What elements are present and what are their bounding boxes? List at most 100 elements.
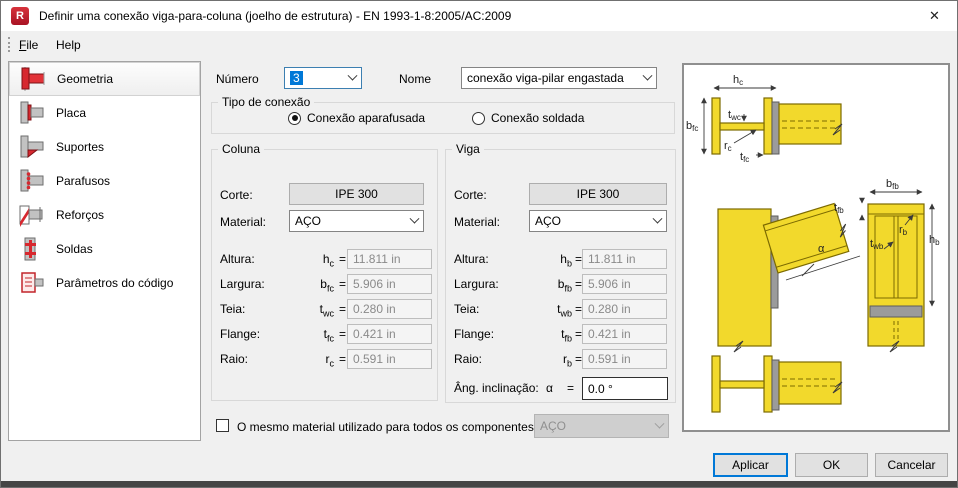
stiffeners-icon xyxy=(19,205,43,227)
radio-welded-label: Conexão soldada xyxy=(491,111,585,125)
row-label: Raio: xyxy=(454,352,483,366)
equals-sign: = xyxy=(575,277,583,291)
radio-icon xyxy=(288,111,301,125)
ok-button[interactable]: OK xyxy=(795,453,868,477)
column-section-bottom-drawing xyxy=(711,355,843,413)
column-material-combobox[interactable]: AÇO xyxy=(289,210,424,232)
rb-label: rb xyxy=(899,224,908,237)
equals-sign: = xyxy=(567,381,575,395)
sidebar-item-parafusos[interactable]: Parafusos xyxy=(9,164,200,198)
alpha-symbol: α xyxy=(546,381,553,395)
row-label: Teia: xyxy=(220,302,246,316)
sidebar-item-reforcos[interactable]: Reforços xyxy=(9,198,200,232)
column-height-field: 11.811 in xyxy=(347,249,432,269)
row-symbol: hc xyxy=(322,252,334,269)
sidebar-item-label: Geometria xyxy=(57,72,114,86)
column-legend: Coluna xyxy=(218,142,265,156)
beam-material-value: AÇO xyxy=(535,214,562,228)
connection-diagram: hc bfc twc rc tfc xyxy=(686,74,940,413)
twc-label: twc xyxy=(728,109,741,122)
bfb-label: bfb xyxy=(886,178,899,191)
equals-sign: = xyxy=(339,352,347,366)
sidebar-item-placa[interactable]: Placa xyxy=(9,96,200,130)
sidebar-item-label: Parâmetros do código xyxy=(56,276,174,290)
menu-help[interactable]: Help xyxy=(56,38,81,52)
radio-bolted-connection[interactable]: Conexão aparafusada xyxy=(288,111,425,125)
radio-icon xyxy=(472,111,485,125)
connection-preview-panel: hc bfc twc rc tfc xyxy=(682,63,950,432)
knee-elevation-drawing: α xyxy=(717,202,861,353)
beam-width-field: 5.906 in xyxy=(582,274,667,294)
same-material-combobox: AÇO xyxy=(534,414,669,438)
chevron-down-icon xyxy=(347,70,358,81)
sidebar-item-geometria[interactable]: Geometria xyxy=(9,62,200,96)
column-material-label: Material: xyxy=(220,215,267,229)
row-label: Flange: xyxy=(454,327,495,341)
chevron-down-icon xyxy=(654,418,665,429)
inclination-angle-input[interactable]: 0.0 ° xyxy=(582,377,668,400)
column-section-top-drawing: hc bfc twc rc tfc xyxy=(686,74,843,164)
column-section-label: Corte: xyxy=(220,188,253,202)
equals-sign: = xyxy=(339,252,347,266)
row-label: Teia: xyxy=(454,302,480,316)
beam-cross-section-drawing: bfb tfb rb twb hb xyxy=(834,178,940,353)
tfb-label: tfb xyxy=(834,202,844,215)
sidebar-item-label: Reforços xyxy=(56,208,105,222)
sidebar-item-soldas[interactable]: Soldas xyxy=(9,232,200,266)
row-symbol: tfc xyxy=(323,327,334,344)
bfc-label: bfc xyxy=(686,120,698,133)
hc-label: hc xyxy=(733,74,743,87)
chevron-down-icon xyxy=(642,70,653,81)
apply-button[interactable]: Aplicar xyxy=(713,453,788,477)
menubar: File Help xyxy=(1,31,957,58)
connection-type-legend: Tipo de conexão xyxy=(218,95,315,109)
twb-label: twb xyxy=(870,238,884,251)
sidebar-item-parametros[interactable]: Parâmetros do código xyxy=(9,266,200,300)
inclination-angle-label: Âng. inclinação: xyxy=(454,381,539,395)
menu-file[interactable]: File xyxy=(19,38,39,52)
geometry-icon xyxy=(21,67,45,91)
beam-material-combobox[interactable]: AÇO xyxy=(529,210,667,232)
equals-sign: = xyxy=(339,327,347,341)
column-flange-field: 0.421 in xyxy=(347,324,432,344)
row-symbol: rc xyxy=(325,352,335,369)
beam-legend: Viga xyxy=(452,142,484,156)
sidebar-item-label: Suportes xyxy=(56,140,105,154)
alpha-label: α xyxy=(818,243,825,255)
close-icon[interactable]: ✕ xyxy=(929,8,940,23)
menu-gripper-icon xyxy=(8,37,11,52)
row-symbol: twc xyxy=(319,302,334,319)
beam-section-label: Corte: xyxy=(454,188,487,202)
nome-combobox[interactable]: conexão viga-pilar engastada xyxy=(461,67,657,89)
chevron-down-icon xyxy=(652,213,663,224)
equals-sign: = xyxy=(575,302,583,316)
connection-type-group: Tipo de conexão Conexão aparafusada Cone… xyxy=(211,95,675,134)
same-material-checkbox[interactable] xyxy=(216,419,229,432)
equals-sign: = xyxy=(575,327,583,341)
equals-sign: = xyxy=(339,277,347,291)
row-label: Altura: xyxy=(454,252,489,266)
beam-section-button[interactable]: IPE 300 xyxy=(529,183,667,205)
hb-label: hb xyxy=(929,234,940,247)
beam-flange-field: 0.421 in xyxy=(582,324,667,344)
numero-label: Número xyxy=(216,72,259,86)
numero-value: 3 xyxy=(290,71,303,85)
column-group: Coluna Corte: IPE 300 Material: AÇO Altu… xyxy=(211,142,438,401)
cancel-button[interactable]: Cancelar xyxy=(875,453,948,477)
beam-web-field: 0.280 in xyxy=(582,299,667,319)
sidebar-item-suportes[interactable]: Suportes xyxy=(9,130,200,164)
column-width-field: 5.906 in xyxy=(347,274,432,294)
bolts-icon xyxy=(20,169,44,192)
rc-label: rc xyxy=(724,140,732,153)
numero-combobox[interactable]: 3 xyxy=(284,67,362,89)
radio-welded-connection[interactable]: Conexão soldada xyxy=(472,111,584,125)
column-radius-field: 0.591 in xyxy=(347,349,432,369)
same-material-value: AÇO xyxy=(540,419,567,433)
row-label: Largura: xyxy=(220,277,265,291)
column-section-button[interactable]: IPE 300 xyxy=(289,183,424,205)
sidebar-item-label: Soldas xyxy=(56,242,93,256)
sidebar: Geometria Placa Suportes xyxy=(8,61,201,441)
sidebar-item-label: Parafusos xyxy=(56,174,111,188)
beam-material-label: Material: xyxy=(454,215,501,229)
